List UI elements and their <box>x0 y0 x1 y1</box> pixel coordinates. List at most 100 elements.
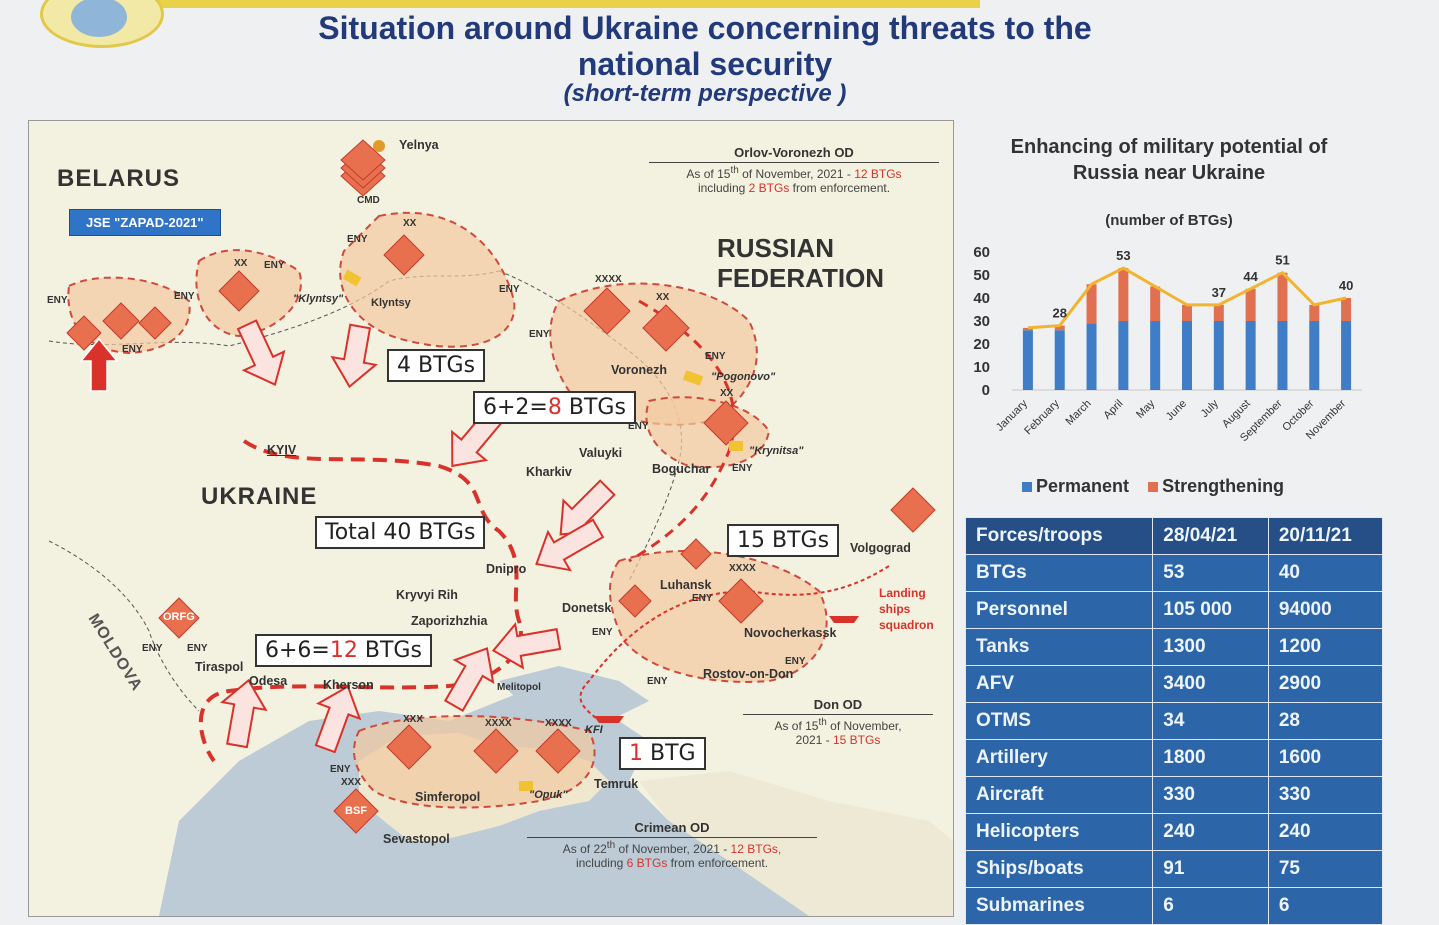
note-crimean-l1a: As of 22 <box>562 842 607 856</box>
note-don-sup: th <box>818 717 827 728</box>
table-cell: 3400 <box>1152 665 1269 703</box>
city-novocherkassk: Novocherkassk <box>744 626 837 640</box>
table-row: AFV 3400 2900 <box>964 665 1384 703</box>
y-tick-label: 10 <box>973 359 990 376</box>
btg-box-south-a: 6+6= <box>265 638 330 663</box>
city-kryvyi-rih: Kryvyi Rih <box>396 588 458 602</box>
note-crimean: Crimean OD As of 22th of November, 2021 … <box>527 820 817 870</box>
btg-box-voronezh-a: 6+2= <box>483 395 548 420</box>
landing-route <box>579 565 890 722</box>
table-cell: Ships/boats <box>964 850 1154 888</box>
table-row: OTMS 34 28 <box>964 702 1384 740</box>
attack-arrow <box>535 518 605 572</box>
note-crimean-l1b: of November, 2021 - <box>615 842 731 856</box>
btg-box-south-b: 12 <box>329 638 358 663</box>
country-ukraine: UKRAINE <box>201 483 318 510</box>
table-cell: 40 <box>1267 554 1384 592</box>
table-cell: 330 <box>1267 776 1384 814</box>
attack-arrow <box>220 678 268 749</box>
note-orlov-title: Orlov-Voronezh OD <box>734 145 854 160</box>
top-accent-bar <box>120 0 980 8</box>
forces-header-cell: 28/04/21 <box>1152 517 1269 555</box>
legend-strengthening: Strengthening <box>1162 476 1285 496</box>
eny-label: ENY <box>499 284 520 295</box>
table-cell: AFV <box>964 665 1154 703</box>
x-tick-label: May <box>1134 397 1158 421</box>
table-row: Tanks 1300 1200 <box>964 628 1384 666</box>
eny-label: ENY <box>628 421 649 432</box>
note-don-l1a: As of 15 <box>774 719 819 733</box>
city-tiraspol: Tiraspol <box>195 660 244 674</box>
table-cell: 240 <box>1267 813 1384 851</box>
x-tick-label: April <box>1101 398 1125 422</box>
training-ground-marker <box>342 269 362 287</box>
table-cell: 1200 <box>1267 628 1384 666</box>
note-crimean-l2a: including <box>575 856 627 870</box>
situation-map: BELARUS RUSSIAN FEDERATION UKRAINE MOLDO… <box>28 120 954 917</box>
x-tick-label: June <box>1164 398 1189 423</box>
x-tick-label: July <box>1199 397 1222 420</box>
bar-strengthening <box>1277 272 1288 321</box>
bar-strengthening <box>1086 284 1097 324</box>
table-cell: Submarines <box>964 887 1154 925</box>
note-orlov-l1a: As of 15 <box>686 167 731 181</box>
city-valuyki: Valuyki <box>579 446 623 460</box>
table-cell: 1800 <box>1152 739 1269 777</box>
attack-arrow <box>314 685 362 754</box>
table-cell: Artillery <box>964 739 1154 777</box>
city-sevastopol: Sevastopol <box>383 832 450 846</box>
country-russia-line1: RUSSIAN <box>717 233 835 263</box>
btg-box-south: 6+6=12 BTGs <box>255 634 432 667</box>
note-don: Don OD As of 15th of November, 2021 - 15… <box>743 697 933 747</box>
emblem-globe-icon <box>71 0 127 37</box>
chart-legend: Permanent Strengthening <box>1022 476 1284 497</box>
force-area <box>339 211 516 348</box>
zapad-exercise-badge: JSE "ZAPAD-2021" <box>69 209 221 236</box>
forces-header-cell: 20/11/21 <box>1267 517 1384 555</box>
legend-permanent: Permanent <box>1036 476 1130 496</box>
unit-diamond-icon <box>138 306 172 340</box>
city-rostov-on-don: Rostov-on-Don <box>703 667 794 681</box>
eny-label: ENY <box>142 643 163 654</box>
border-line <box>48 540 200 712</box>
page-title: Situation around Ukraine concerning thre… <box>318 10 1092 82</box>
city-boguchar: Boguchar <box>652 462 711 476</box>
echelon-label: XX <box>403 218 417 229</box>
data-label: 37 <box>1212 285 1226 300</box>
eny-label: ENY <box>47 295 68 306</box>
btg-box-crimea: 1 BTG <box>619 737 706 770</box>
yelnya-marker <box>373 140 385 152</box>
city-volgograd: Volgograd <box>850 541 911 555</box>
total-line <box>1027 266 1347 330</box>
note-don-line2: 2021 - 15 BTGs <box>743 733 933 747</box>
bar-strengthening <box>1213 304 1224 321</box>
unit-diamond-icon <box>642 304 690 352</box>
note-don-l1b: of November, <box>826 719 902 733</box>
eny-label: ENY <box>785 656 806 667</box>
chart-subtitle: (number of BTGs) <box>1105 212 1233 229</box>
note-orlov-voronezh: Orlov-Voronezh OD As of 15th of November… <box>649 145 939 195</box>
table-cell: 94000 <box>1267 591 1384 629</box>
city-kherson: Kherson <box>323 678 374 692</box>
city-donetsk: Donetsk <box>562 601 612 615</box>
forces-header-cell: Forces/troops <box>964 517 1154 555</box>
table-cell: Personnel <box>964 591 1154 629</box>
eny-label: ENY <box>330 764 351 775</box>
btg-box-crimea-b: BTG <box>643 741 696 766</box>
data-label: 51 <box>1275 253 1289 268</box>
unit-diamond-icon <box>66 315 102 351</box>
bar-permanent <box>1022 330 1033 390</box>
attack-arrow <box>443 647 495 713</box>
bar-strengthening <box>1309 304 1320 321</box>
bar-permanent <box>1277 321 1288 390</box>
y-tick-label: 0 <box>982 382 990 399</box>
landing-ships-label: Landing ships squadron <box>879 586 934 632</box>
city-temruk: Temruk <box>594 777 639 791</box>
city-opuk: "Opuk" <box>529 789 568 801</box>
city-voronezh: Voronezh <box>611 363 668 377</box>
eny-label: ENY <box>692 593 713 604</box>
eny-label: ENY <box>187 643 208 654</box>
y-tick-label: 50 <box>973 267 990 284</box>
caucasus-land <box>639 771 953 916</box>
